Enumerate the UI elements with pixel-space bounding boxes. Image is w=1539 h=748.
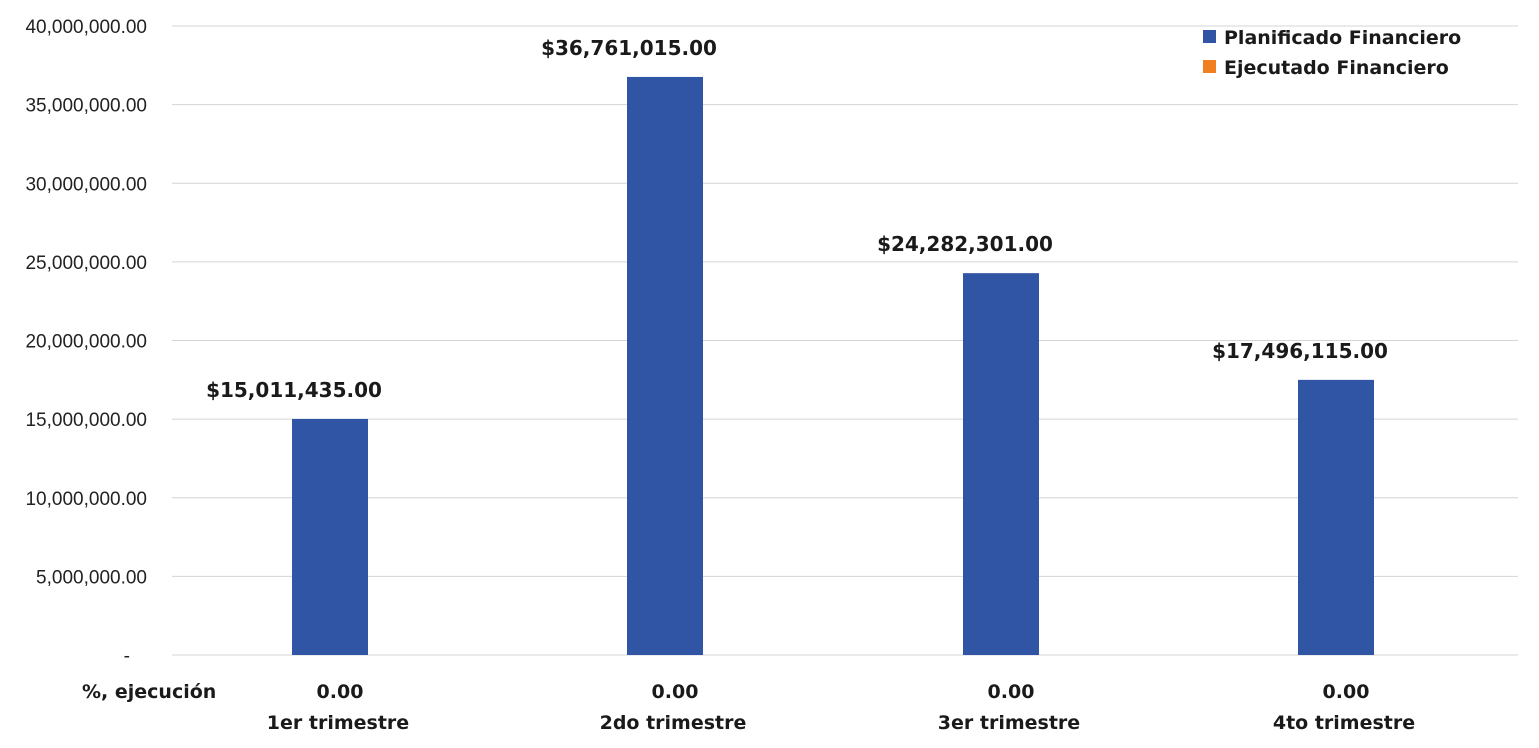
- y-tick-label: 30,000,000.00: [25, 174, 147, 195]
- category-label: 3er trimestre: [938, 712, 1080, 734]
- y-tick-label: 40,000,000.00: [25, 17, 147, 38]
- y-tick-label: 15,000,000.00: [25, 410, 147, 431]
- y-tick-label: -: [124, 646, 130, 667]
- data-label: $17,496,115.00: [1212, 339, 1388, 363]
- category-label: 1er trimestre: [267, 712, 409, 734]
- y-tick-label: 10,000,000.00: [25, 489, 147, 510]
- execution-row-label: %, ejecución: [82, 681, 216, 703]
- gridlines: [172, 25, 1518, 656]
- legend: Planificado Financiero Ejecutado Financie…: [1203, 27, 1461, 79]
- legend-entry: Planificado Financiero: [1224, 27, 1461, 49]
- bar-planificado: [627, 76, 703, 655]
- execution-value: 0.00: [652, 681, 699, 703]
- bar-planificado: [1298, 379, 1374, 655]
- y-tick-label: 20,000,000.00: [25, 332, 147, 353]
- y-tick-label: 25,000,000.00: [25, 253, 147, 274]
- data-label: $15,011,435.00: [206, 378, 382, 402]
- category-label: 4to trimestre: [1273, 712, 1415, 734]
- legend-swatch: [1203, 30, 1216, 43]
- y-axis-tick-labels: - 5,000,000.00 10,000,000.00 15,000,000.00 2…: [25, 17, 147, 667]
- bar-planificado: [963, 273, 1039, 655]
- bars: [292, 76, 1374, 655]
- category-labels: 1er trimestre 2do trimestre 3er trimestre 4…: [267, 712, 1415, 734]
- execution-value: 0.00: [1323, 681, 1370, 703]
- legend-swatch: [1203, 60, 1216, 73]
- y-tick-label: 35,000,000.00: [25, 96, 147, 117]
- data-label: $24,282,301.00: [877, 232, 1053, 256]
- bar-planificado: [292, 418, 368, 655]
- execution-value: 0.00: [988, 681, 1035, 703]
- legend-entry: Ejecutado Financiero: [1224, 57, 1449, 79]
- y-tick-label: 5,000,000.00: [36, 567, 147, 588]
- data-labels: $15,011,435.00 $36,761,015.00 $24,282,301.…: [206, 36, 1388, 402]
- data-label: $36,761,015.00: [541, 36, 717, 60]
- category-label: 2do trimestre: [600, 712, 747, 734]
- execution-value: 0.00: [317, 681, 364, 703]
- execution-row: %, ejecución 0.00 0.00 0.00 0.00: [82, 681, 1369, 703]
